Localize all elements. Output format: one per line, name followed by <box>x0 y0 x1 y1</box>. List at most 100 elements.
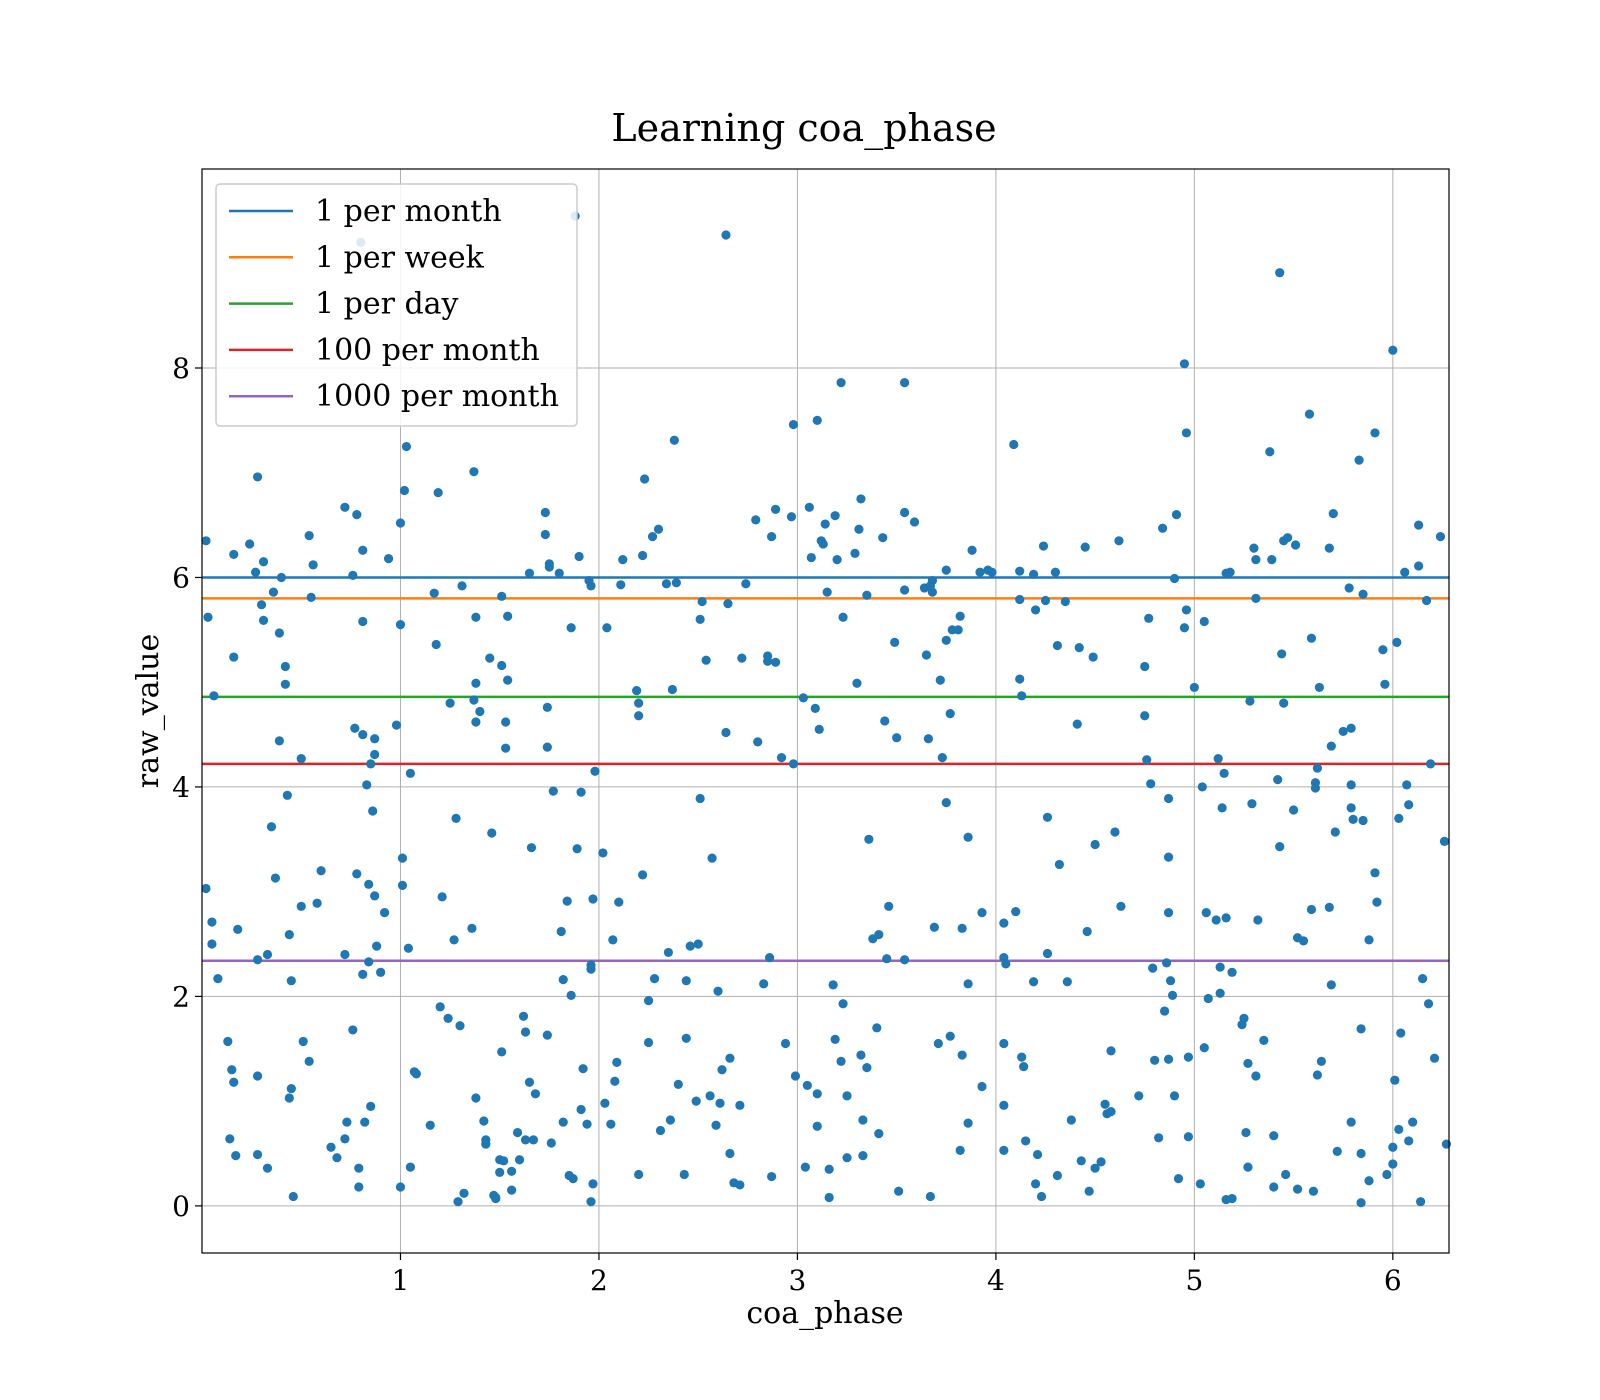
data-point <box>1017 691 1027 701</box>
data-point <box>776 753 787 763</box>
data-point <box>1435 532 1446 542</box>
data-point <box>233 924 243 934</box>
data-point <box>1394 813 1404 823</box>
data-point <box>695 614 705 624</box>
data-point <box>252 955 263 965</box>
data-point <box>1364 1176 1374 1186</box>
data-point <box>586 964 596 974</box>
data-point <box>655 1125 666 1136</box>
plot-frame <box>201 168 1450 1254</box>
data-point <box>1354 455 1364 465</box>
data-point <box>1314 682 1324 693</box>
data-point <box>705 1091 715 1101</box>
data-point <box>401 441 412 452</box>
data-point <box>1388 1159 1398 1169</box>
data-point <box>634 698 644 708</box>
data-point <box>395 1182 406 1192</box>
data-point <box>909 517 920 527</box>
data-point <box>941 635 951 645</box>
data-point <box>856 1050 866 1060</box>
data-point <box>443 1013 453 1023</box>
data-point <box>770 504 781 514</box>
data-point <box>1277 649 1287 659</box>
data-point <box>1060 596 1070 607</box>
data-point <box>1146 779 1156 789</box>
data-point <box>955 1145 965 1155</box>
data-point <box>437 892 447 902</box>
data-point <box>1253 915 1263 925</box>
data-point <box>1316 1056 1326 1066</box>
data-point <box>602 623 612 633</box>
data-point <box>1199 616 1209 627</box>
data-point <box>1062 977 1072 987</box>
data-point <box>838 612 848 622</box>
data-point <box>1082 926 1092 937</box>
data-point <box>707 853 717 863</box>
data-point <box>227 1065 237 1075</box>
data-point <box>804 502 814 512</box>
data-point <box>485 653 495 663</box>
data-point <box>358 616 368 627</box>
data-point <box>975 567 985 577</box>
data-point <box>225 1134 235 1144</box>
data-point <box>1344 583 1354 593</box>
data-point <box>963 979 973 989</box>
data-point <box>616 580 626 590</box>
data-point <box>1259 1035 1269 1045</box>
data-point <box>735 1180 745 1190</box>
data-point <box>854 524 864 534</box>
data-point <box>340 502 350 512</box>
data-point <box>1267 555 1277 565</box>
data-point <box>582 1119 592 1129</box>
data-point <box>828 980 838 990</box>
data-point <box>1154 1133 1164 1143</box>
data-point <box>1330 827 1340 837</box>
data-point <box>1326 980 1336 990</box>
data-point <box>1346 1117 1356 1127</box>
data-point <box>725 1148 735 1159</box>
data-point <box>725 1053 735 1063</box>
data-point <box>207 939 217 949</box>
data-point <box>514 1155 525 1165</box>
data-point <box>612 1057 622 1067</box>
x-axis-ticks: 1 2 3 4 5 6 <box>392 1253 1402 1297</box>
data-point <box>284 1093 294 1103</box>
data-point <box>364 879 374 889</box>
data-point <box>1015 566 1025 576</box>
data-point <box>1243 1162 1253 1172</box>
data-point <box>526 843 537 853</box>
data-point <box>372 941 382 951</box>
data-point <box>862 1063 872 1073</box>
data-point <box>862 590 872 600</box>
data-point <box>661 579 672 589</box>
data-point <box>1106 1046 1116 1056</box>
data-point <box>838 999 848 1009</box>
data-point <box>1032 1149 1043 1160</box>
data-point <box>1050 567 1061 577</box>
data-point <box>1028 569 1039 579</box>
data-point <box>1279 698 1289 708</box>
data-point <box>362 780 372 790</box>
data-point <box>1249 543 1259 553</box>
data-point <box>1090 839 1100 850</box>
data-point <box>1140 711 1150 721</box>
data-point <box>308 560 318 570</box>
data-point <box>1171 510 1182 520</box>
data-point <box>588 894 598 904</box>
data-point <box>1052 640 1063 651</box>
data-point <box>524 568 535 578</box>
data-point <box>802 1080 812 1091</box>
data-point <box>524 1077 535 1087</box>
data-point <box>1292 1184 1303 1194</box>
data-point <box>1241 1127 1251 1138</box>
data-point <box>1074 643 1084 653</box>
data-point <box>1247 799 1257 809</box>
data-point <box>1072 719 1082 729</box>
data-point <box>735 1100 745 1110</box>
data-point <box>669 435 679 445</box>
data-point <box>987 567 997 577</box>
legend-label: 1 per day <box>315 287 459 322</box>
data-point <box>937 753 947 763</box>
data-point <box>806 552 816 563</box>
y-tick-label: 4 <box>172 771 190 804</box>
